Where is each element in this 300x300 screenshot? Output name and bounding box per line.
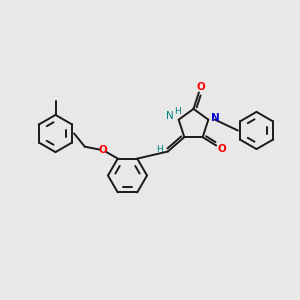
Text: N: N — [211, 113, 219, 123]
Text: O: O — [217, 144, 226, 154]
Text: O: O — [196, 82, 205, 92]
Text: O: O — [99, 145, 108, 154]
Text: H: H — [174, 107, 181, 116]
Text: H: H — [156, 145, 163, 154]
Text: N: N — [167, 111, 174, 121]
